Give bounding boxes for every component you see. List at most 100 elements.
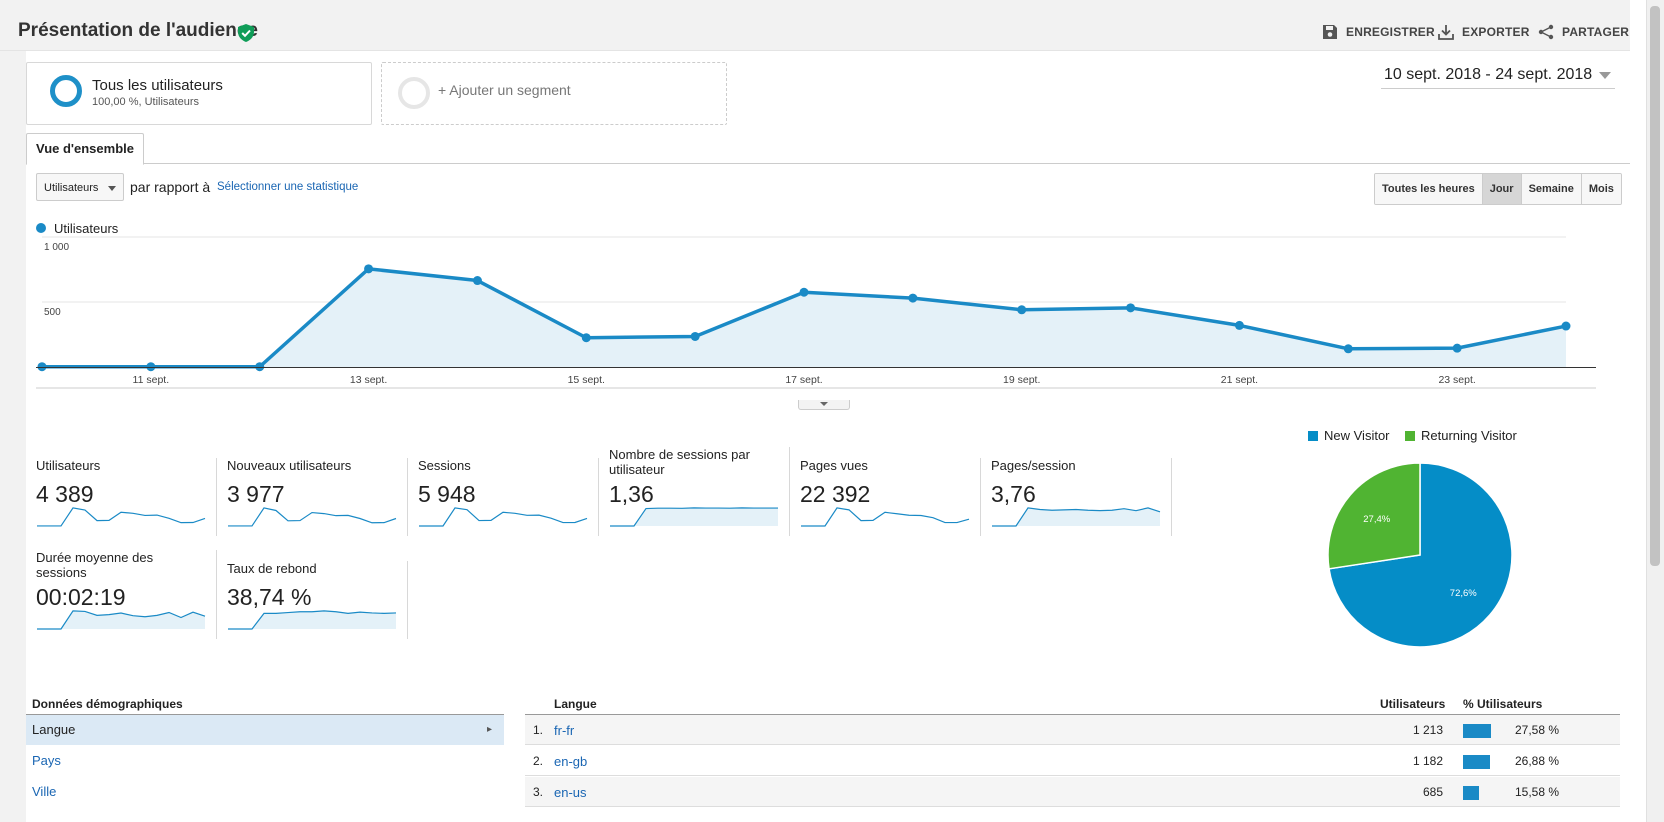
table-row: 1. fr-fr 1 213 27,58 % (525, 715, 1620, 745)
row-pct-bar (1463, 755, 1490, 769)
segment-ring-icon (50, 75, 82, 107)
data-point (799, 287, 809, 297)
segment-card-all-users[interactable] (26, 62, 372, 125)
demographics-item-country[interactable]: Pays (26, 746, 504, 776)
data-point (1126, 303, 1136, 313)
demographics-item-city[interactable]: Ville (26, 777, 504, 807)
row-language-link[interactable]: en-gb (554, 754, 588, 769)
segment-title: Tous les utilisateurs (92, 77, 223, 94)
row-users: 685 (1422, 785, 1443, 799)
data-point (472, 276, 482, 286)
page-title: Présentation de l'audience (18, 20, 258, 41)
sparkline-line (228, 610, 397, 630)
visitor-type-pie-chart[interactable]: 72,6% 27,4% (1325, 460, 1515, 650)
scorecard[interactable]: Utilisateurs 4 389 (36, 458, 217, 536)
select-statistic-link[interactable]: Sélectionner une statistique (217, 181, 359, 193)
sparkline-area (610, 507, 778, 526)
granularity-month-button[interactable]: Mois (1581, 174, 1621, 204)
scorecard[interactable]: Taux de rebond 38,74 % (227, 561, 408, 639)
legend-swatch-returning (1405, 430, 1415, 441)
report-header (0, 0, 1630, 51)
add-segment-button[interactable] (381, 62, 727, 125)
data-point (37, 362, 47, 372)
tab-overview[interactable]: Vue d'ensemble (26, 133, 144, 165)
data-point (1452, 343, 1462, 353)
table-header-users: Utilisateurs (1380, 697, 1446, 711)
scorecard-label: Nouveaux utilisateurs (227, 458, 352, 473)
granularity-hourly-button[interactable]: Toutes les heures (1375, 174, 1483, 204)
series-legend-dot (36, 223, 46, 233)
row-pct-bar (1463, 786, 1479, 800)
scorecard[interactable]: Pages vues 22 392 (800, 458, 981, 536)
row-pct: 15,58 % (1515, 785, 1560, 799)
save-button[interactable]: ENREGISTRER (1322, 24, 1435, 40)
scorecard[interactable]: Sessions 5 948 (418, 458, 599, 536)
scorecard-label: Taux de rebond (227, 561, 317, 576)
tab-divider (26, 163, 1630, 164)
x-tick-label: 11 sept. (133, 374, 170, 386)
granularity-day-button[interactable]: Jour (1482, 174, 1522, 204)
left-margin (0, 51, 26, 822)
verified-shield-icon (238, 24, 254, 45)
sparkline-line (419, 507, 588, 527)
data-point (1017, 305, 1027, 315)
compare-label: par rapport à (130, 179, 211, 195)
scorecard-sparkline (37, 507, 206, 527)
save-label: ENREGISTRER (1346, 25, 1435, 39)
sparkline-area (37, 610, 205, 629)
scrollbar-thumb[interactable] (1650, 6, 1660, 566)
x-tick-label: 19 sept. (1003, 374, 1040, 386)
row-pct-bar (1463, 724, 1491, 738)
row-language-link[interactable]: fr-fr (554, 723, 575, 738)
download-icon (1438, 24, 1454, 40)
scorecard-value: 38,74 % (227, 584, 312, 610)
export-button[interactable]: EXPORTER (1438, 24, 1530, 40)
row-language-link[interactable]: en-us (554, 785, 587, 800)
export-label: EXPORTER (1462, 25, 1530, 39)
users-line-chart[interactable]: 1 000 500 11 sept. 13 sept. 15 sept. 17 sept.… (26, 232, 1616, 402)
granularity-week-button[interactable]: Semaine (1521, 174, 1582, 204)
scorecard[interactable]: Pages/session 3,76 (991, 458, 1172, 536)
pie-slice-label: 72,6% (1450, 588, 1477, 599)
table-header-pct-users: % Utilisateurs (1463, 697, 1543, 711)
demographics-divider (26, 714, 504, 715)
series-area (42, 268, 1566, 367)
date-range-picker[interactable]: 10 sept. 2018 - 24 sept. 2018 (1384, 66, 1593, 83)
share-button[interactable]: PARTAGER (1538, 24, 1629, 40)
scorecard-label: Pages/session (991, 458, 1076, 473)
demographics-item-language[interactable]: Langue ▸ (26, 715, 504, 745)
data-point (364, 264, 374, 274)
row-users: 1 182 (1412, 754, 1443, 768)
data-point (1343, 344, 1353, 354)
demographics-item-label: Langue (32, 722, 76, 737)
legend-swatch-new (1308, 430, 1318, 441)
metric-select[interactable]: Utilisateurs (36, 173, 124, 201)
scorecard-value: 3,76 (991, 481, 1036, 507)
table-row: 3. en-us 685 15,58 % (525, 777, 1620, 807)
chevron-down-icon[interactable] (1599, 72, 1611, 79)
x-tick-label: 15 sept. (568, 374, 605, 386)
row-users: 1 213 (1412, 723, 1443, 737)
scorecard-label: Sessions (418, 458, 471, 473)
demographics-item-label: Ville (32, 784, 57, 799)
demographics-title: Données démographiques (32, 697, 183, 711)
data-point (690, 331, 700, 341)
chart-collapse-handle[interactable] (798, 400, 850, 410)
sparkline-line (228, 507, 397, 527)
data-point (1561, 321, 1571, 331)
scorecard-sparkline (992, 507, 1161, 527)
scorecard-label: Durée moyenne des sessions (36, 550, 154, 580)
scorecard-value: 1,36 (609, 481, 654, 507)
data-point (581, 333, 591, 343)
scorecard[interactable]: Nouveaux utilisateurs 3 977 (227, 458, 408, 536)
scorecard[interactable]: Durée moyenne des sessions 00:02:19 (36, 550, 217, 639)
sparkline-line (992, 507, 1161, 527)
scorecard-value: 5 948 (418, 481, 476, 507)
pie-legend-new-label: New Visitor (1324, 428, 1390, 443)
sparkline-line (801, 507, 970, 527)
scorecard-value: 22 392 (800, 481, 871, 507)
share-icon (1538, 24, 1554, 40)
x-tick-label: 23 sept. (1438, 374, 1475, 386)
scorecard[interactable]: Nombre de sessions par utilisateur 1,36 (609, 447, 790, 536)
scorecard-value: 00:02:19 (36, 584, 126, 610)
